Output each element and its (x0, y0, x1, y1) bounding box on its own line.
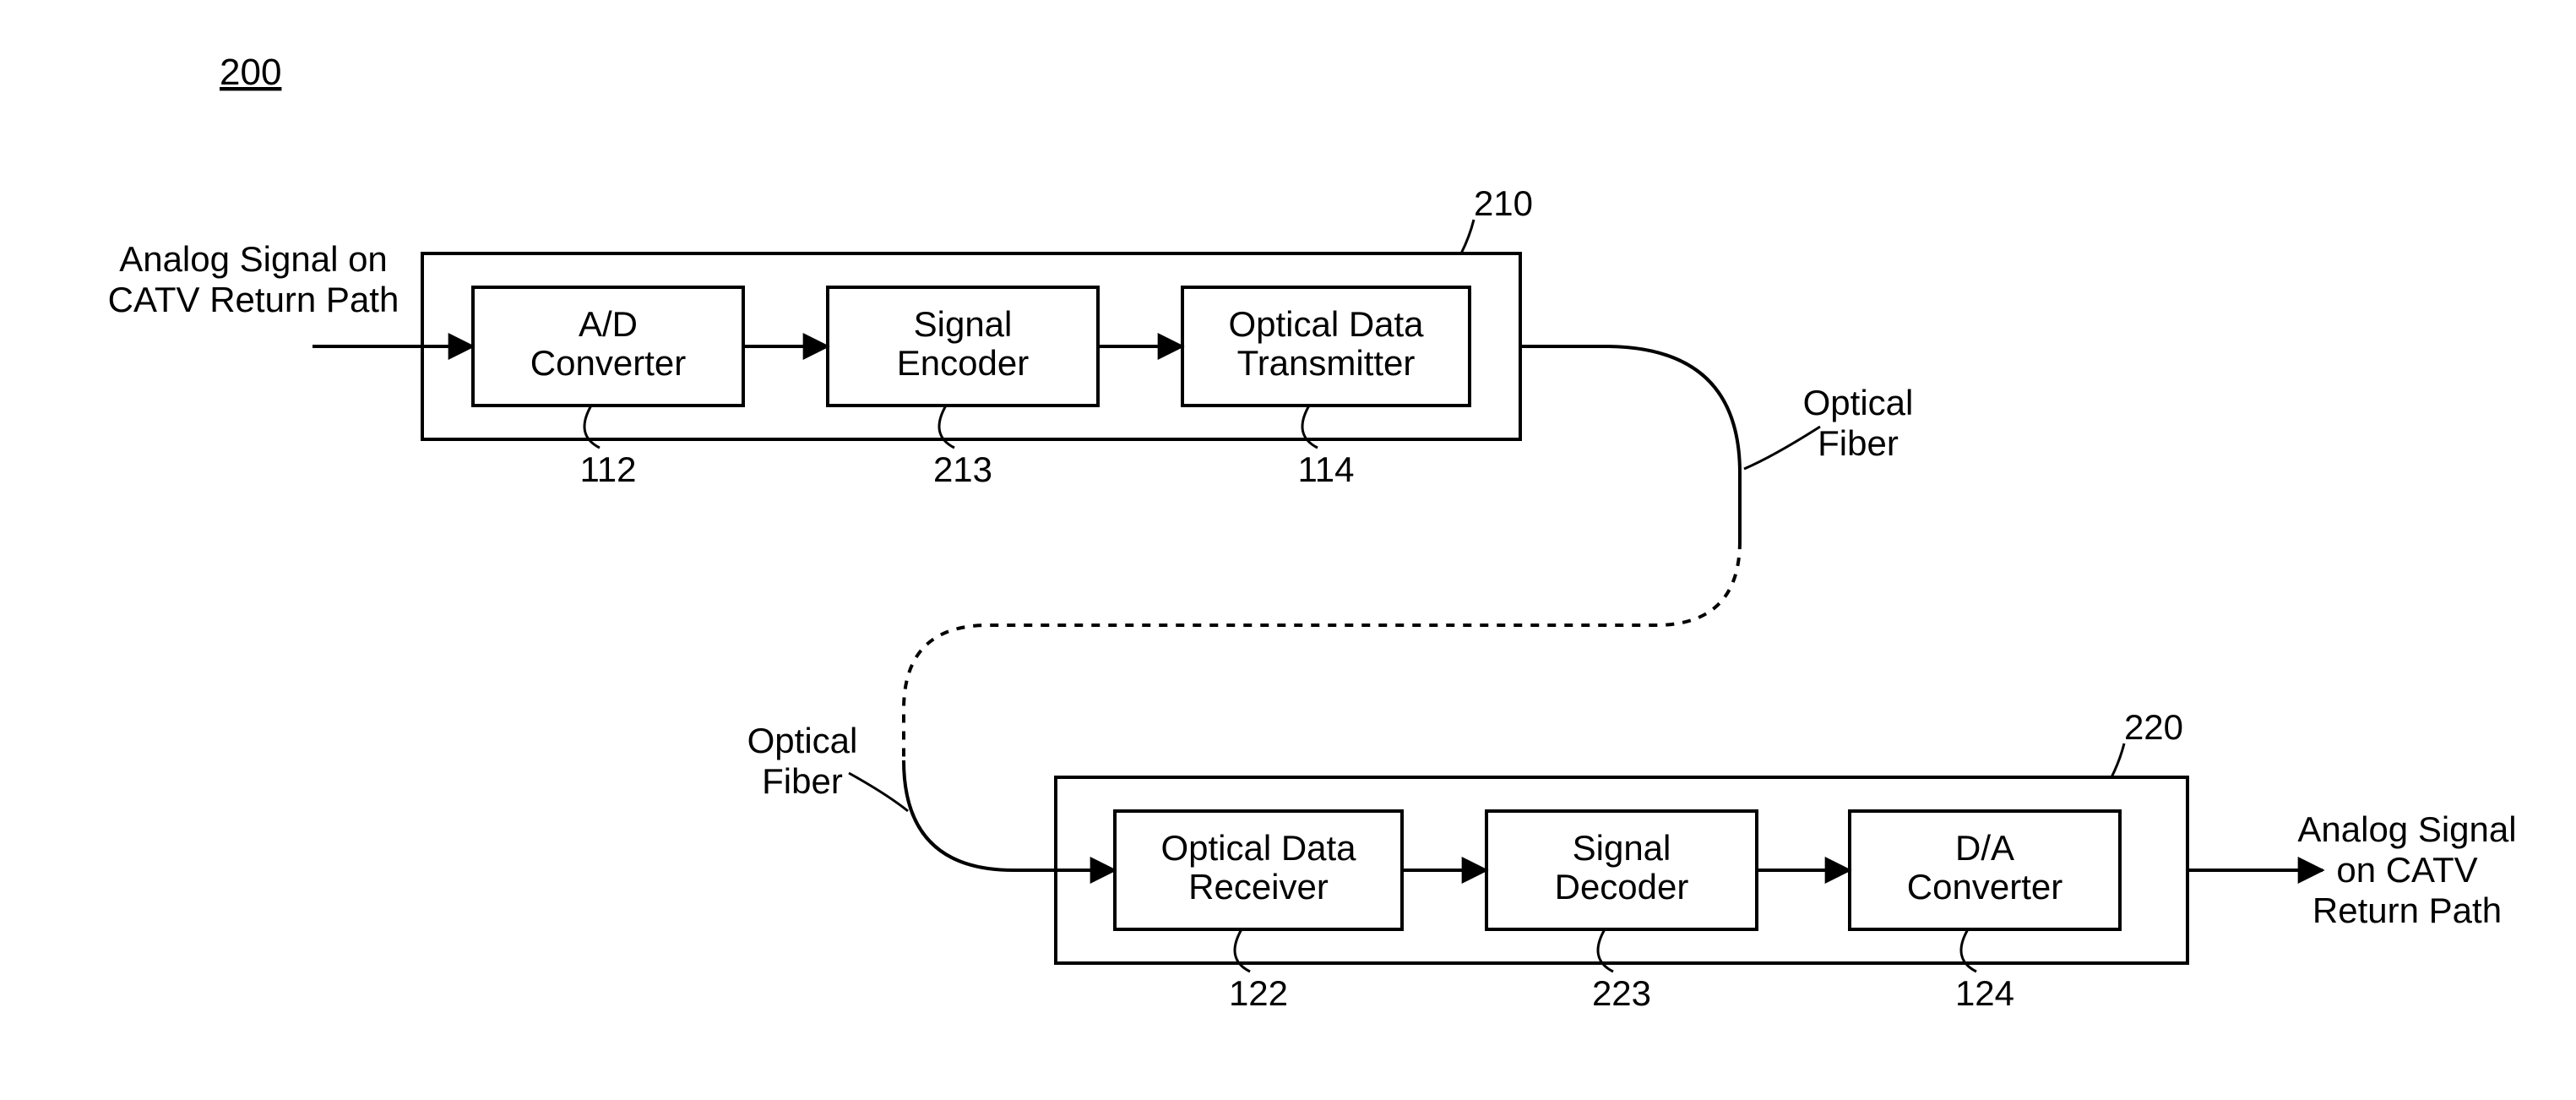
leader-fiber-bottom (849, 773, 908, 811)
fiber-label-top-0: Optical (1803, 383, 1914, 422)
leader-fiber-top (1744, 427, 1820, 469)
ref-223: 223 (1592, 973, 1651, 1013)
leader-124 (1961, 929, 1976, 972)
leader-112 (584, 406, 600, 448)
node-otx-label-0: Optical Data (1228, 304, 1424, 344)
leader-213 (939, 406, 954, 448)
node-dac-label-1: Converter (1907, 867, 2062, 907)
ref-124: 124 (1955, 973, 2014, 1013)
ref-220: 220 (2124, 707, 2183, 747)
node-adc-label-0: A/D (579, 304, 638, 344)
fiber-label-top-1: Fiber (1818, 423, 1899, 463)
leader-223 (1598, 929, 1613, 972)
node-dac-label-0: D/A (1955, 828, 2014, 868)
output-label-2: Return Path (2312, 890, 2502, 930)
node-orx-label-0: Optical Data (1160, 828, 1356, 868)
ref-122: 122 (1229, 973, 1288, 1013)
node-orx-label-1: Receiver (1188, 867, 1329, 907)
block-diagram: 200210220A/DConverter112SignalEncoder213… (0, 0, 2576, 1100)
node-adc-label-1: Converter (530, 343, 686, 383)
ref-114: 114 (1298, 449, 1355, 489)
input-label-1: CATV Return Path (108, 280, 399, 319)
node-enc-label-1: Encoder (897, 343, 1029, 383)
node-dec-label-0: Signal (1573, 828, 1671, 868)
figure-number: 200 (220, 52, 281, 93)
leader-114 (1302, 406, 1318, 448)
leader-220 (2111, 743, 2124, 777)
node-otx-label-1: Transmitter (1237, 343, 1416, 383)
output-label-1: on CATV (2336, 850, 2477, 890)
node-dec-label-1: Decoder (1555, 867, 1689, 907)
output-label-0: Analog Signal (2297, 809, 2516, 849)
leader-122 (1235, 929, 1250, 972)
leader-210 (1461, 220, 1474, 253)
input-label-0: Analog Signal on (119, 239, 388, 279)
ref-213: 213 (933, 449, 992, 489)
node-enc-label-0: Signal (914, 304, 1013, 344)
ref-210: 210 (1474, 183, 1533, 223)
ref-112: 112 (580, 449, 637, 489)
fiber-label-bottom-0: Optical (747, 721, 858, 760)
fiber-top (1520, 346, 1740, 541)
fiber-mid (904, 541, 1740, 760)
fiber-label-bottom-1: Fiber (762, 761, 843, 801)
